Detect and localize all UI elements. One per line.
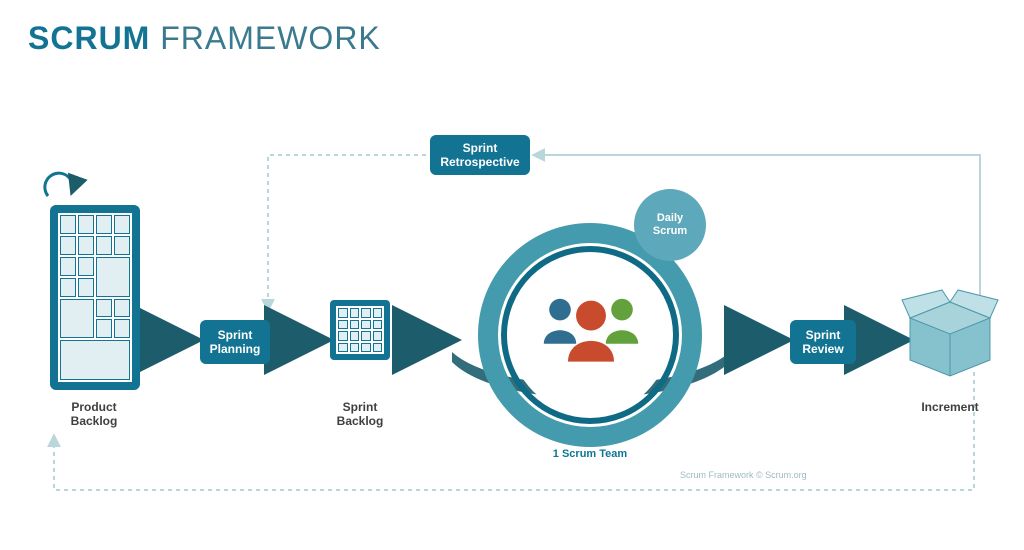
connections-layer [0, 0, 1024, 550]
retro-to-planning [268, 155, 426, 310]
sprint-planning-node: SprintPlanning [200, 320, 270, 364]
sprint-retrospective-node: SprintRetrospective [430, 135, 530, 175]
increment-label: Increment [890, 400, 1010, 414]
diagram-stage: SCRUM FRAMEWORK [0, 0, 1024, 550]
product-backlog-icon [50, 205, 140, 390]
loop-icon [45, 173, 73, 196]
sprint-backlog-icon [330, 300, 390, 360]
scrum-ring-fill [510, 255, 670, 415]
copyright-text: Scrum Framework © Scrum.org [680, 470, 807, 480]
sprint-review-node: SprintReview [790, 320, 856, 364]
sprint-backlog-label: SprintBacklog [300, 400, 420, 428]
product-backlog-label: ProductBacklog [34, 400, 154, 428]
daily-scrum-node: DailyScrum [634, 189, 706, 261]
scrum-team-label: 1 Scrum Team [520, 448, 660, 460]
box-icon [902, 290, 998, 376]
